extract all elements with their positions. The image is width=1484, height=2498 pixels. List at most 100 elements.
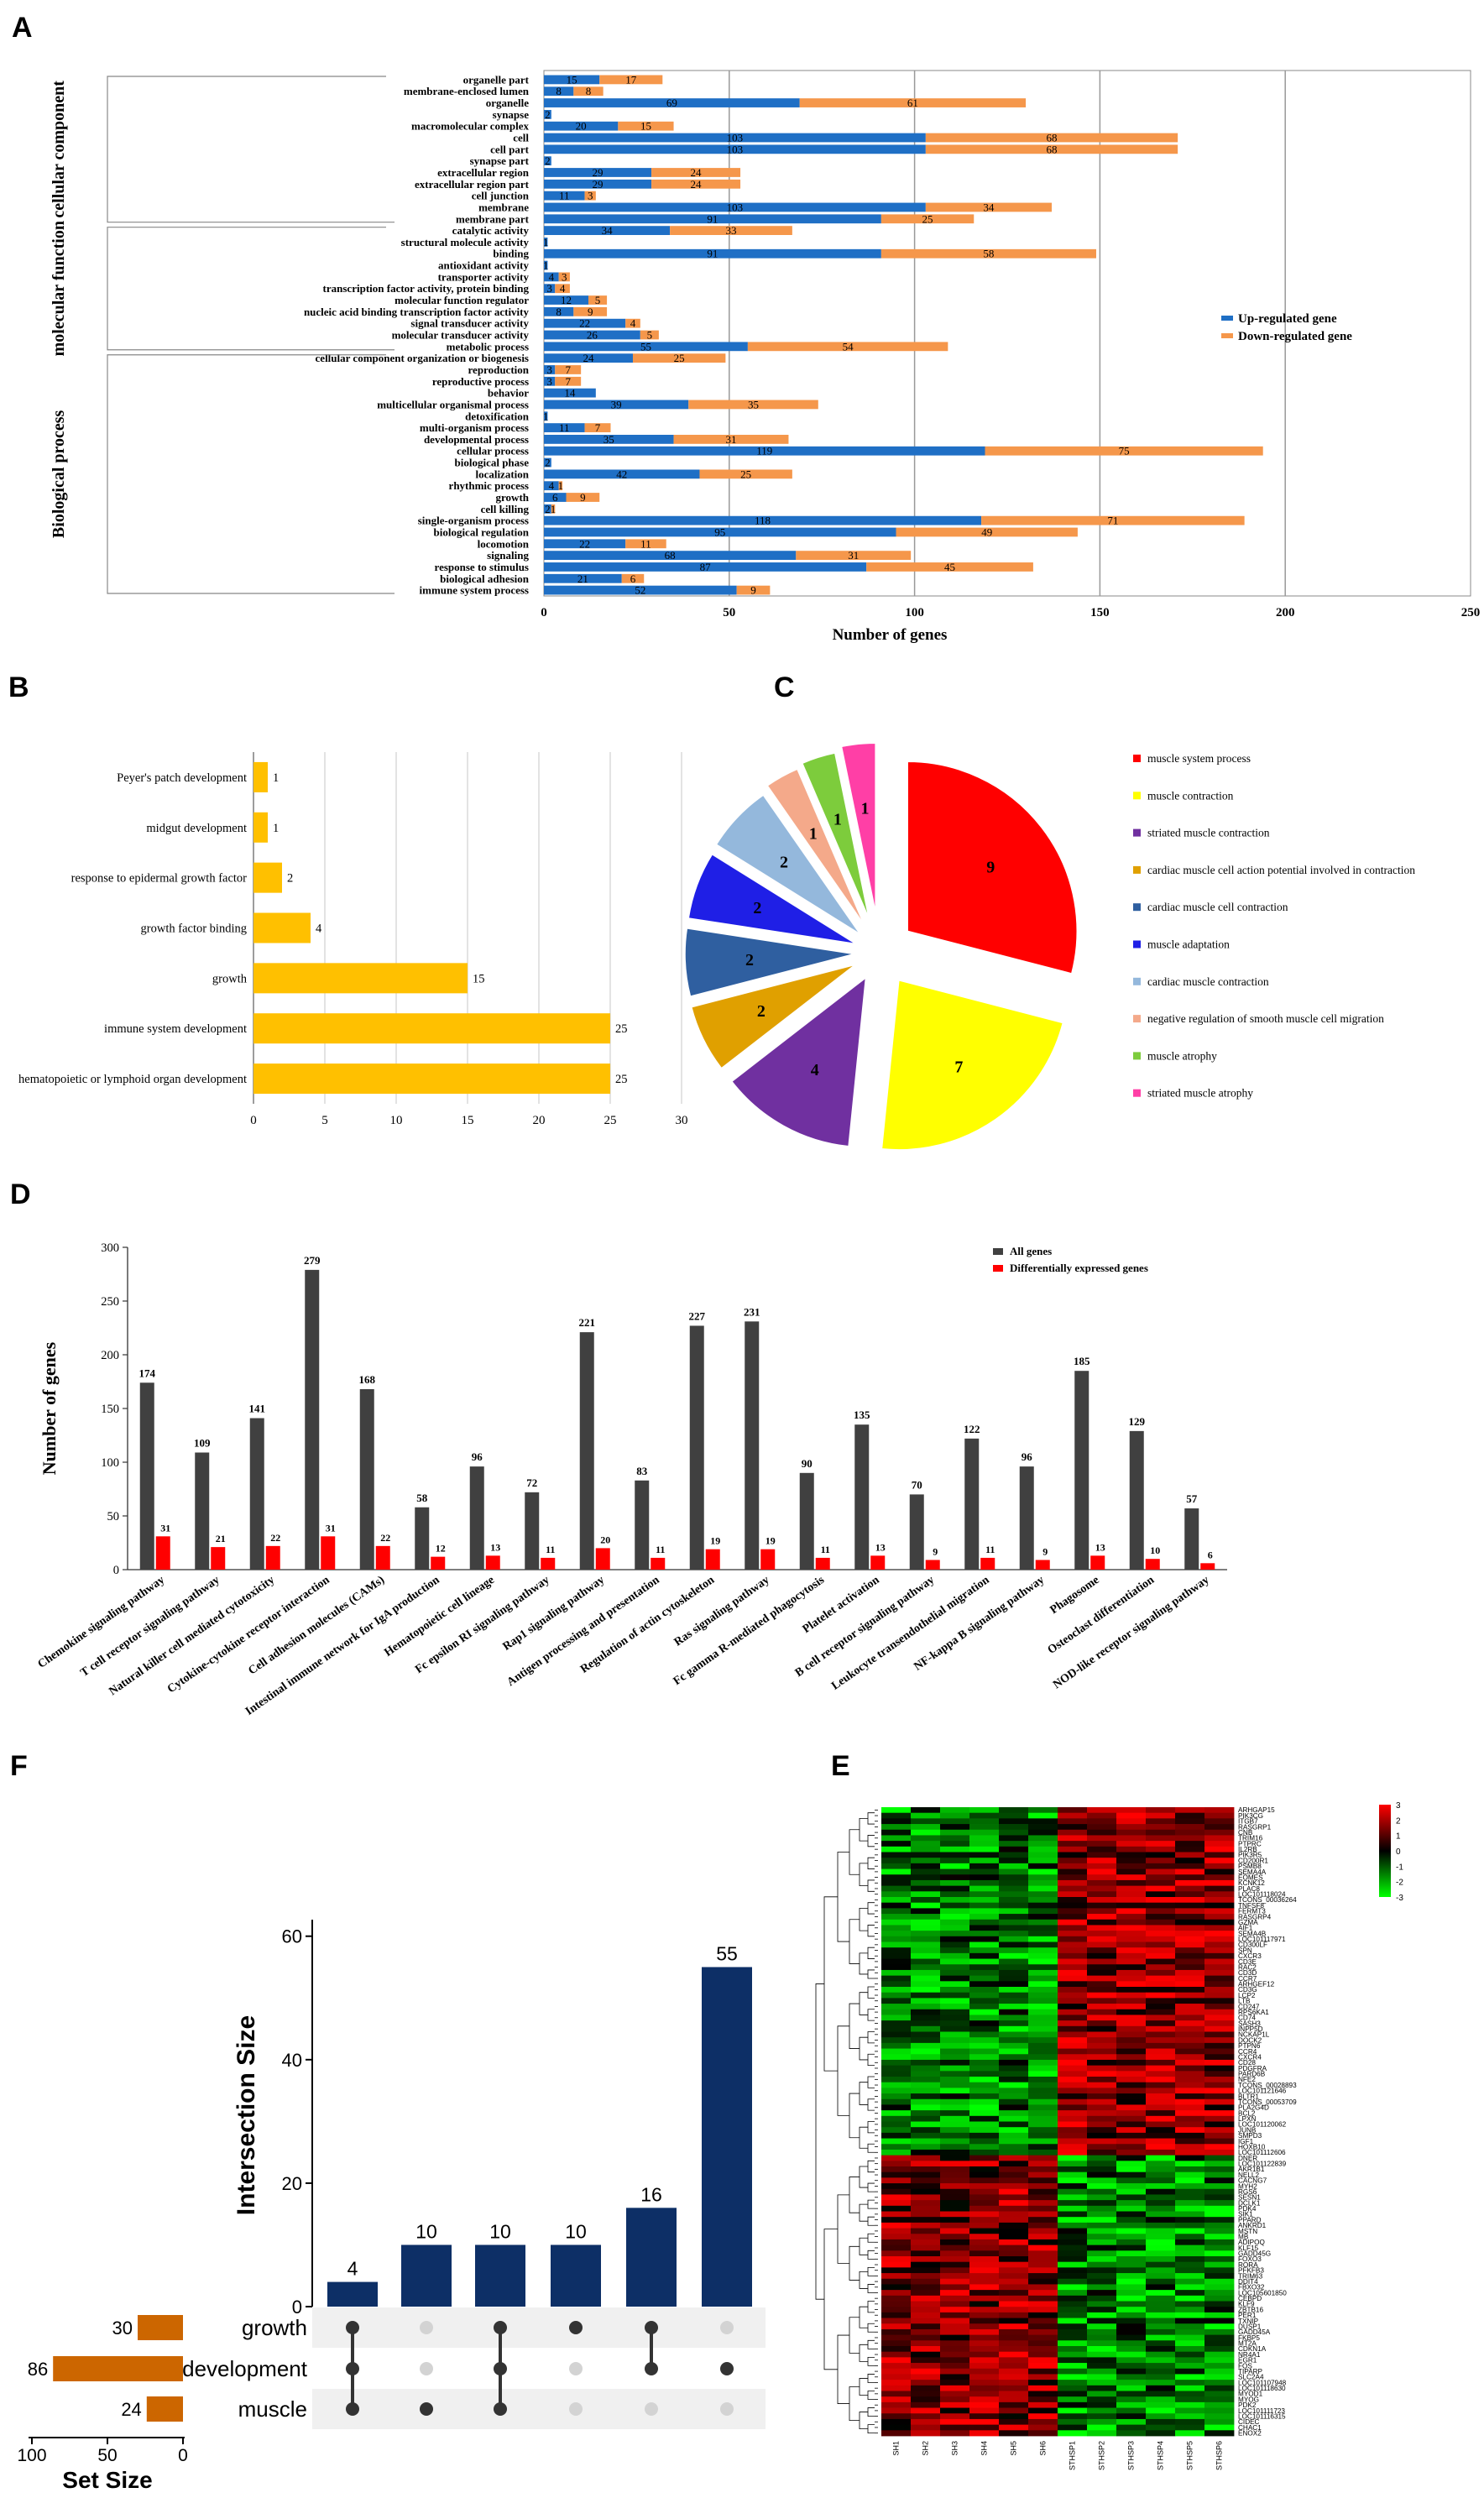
a-up-value: 34 bbox=[602, 224, 614, 237]
e-heatmap-cell bbox=[940, 1858, 970, 1864]
e-heatmap-cell bbox=[969, 2161, 1000, 2167]
e-heatmap-cell bbox=[881, 2380, 912, 2386]
e-heatmap-cell bbox=[1028, 2351, 1058, 2358]
e-heatmap-cell bbox=[969, 2166, 1000, 2173]
e-heatmap-cell bbox=[1116, 1874, 1147, 1881]
e-heatmap-cell bbox=[1058, 2200, 1088, 2207]
e-heatmap-cell bbox=[1058, 2328, 1088, 2336]
e-heatmap-cell bbox=[1116, 1925, 1147, 1931]
e-heatmap-cell bbox=[940, 2278, 970, 2285]
e-heatmap-cell bbox=[1146, 2048, 1176, 2055]
e-heatmap-cell bbox=[1058, 1824, 1088, 1831]
e-heatmap-cell bbox=[969, 1987, 1000, 1994]
e-heatmap-cell bbox=[1204, 2031, 1235, 2038]
e-heatmap-cell bbox=[1116, 2031, 1147, 2038]
a-down-value: 8 bbox=[586, 85, 592, 97]
e-gene-label: DDIT4 bbox=[1238, 2278, 1258, 2286]
e-heatmap-cell bbox=[940, 1812, 970, 1819]
e-heatmap-cell bbox=[1116, 2161, 1147, 2167]
a-up-value: 119 bbox=[756, 445, 772, 457]
e-heatmap-cell bbox=[911, 2256, 941, 2263]
e-heatmap-cell bbox=[1087, 2250, 1117, 2257]
a-bar-up bbox=[544, 248, 881, 259]
e-heatmap-cell bbox=[881, 1879, 912, 1887]
e-heatmap-cell bbox=[1058, 2077, 1088, 2083]
a-up-value: 29 bbox=[593, 166, 604, 179]
e-heatmap-cell bbox=[1175, 2048, 1205, 2055]
e-heatmap-cell bbox=[1028, 2284, 1058, 2291]
e-gene-label: LOC101118024 bbox=[1238, 1891, 1286, 1899]
e-heatmap-cell bbox=[1087, 2239, 1117, 2246]
d-bar-all-genes bbox=[469, 1466, 484, 1570]
e-heatmap-cell bbox=[999, 1841, 1029, 1847]
e-heatmap-cell bbox=[1087, 1919, 1117, 1926]
e-heatmap-cell bbox=[1058, 1818, 1088, 1825]
d-category-label: Rap1 signaling pathway bbox=[501, 1574, 608, 1654]
c-legend-swatch bbox=[1133, 755, 1141, 762]
e-heatmap-cell bbox=[1087, 2245, 1117, 2251]
e-heatmap-cell bbox=[999, 2110, 1029, 2117]
f-matrix-dot-filled bbox=[346, 2402, 359, 2416]
e-heatmap-cell bbox=[1116, 2385, 1147, 2391]
e-heatmap-cell bbox=[1204, 2025, 1235, 2032]
e-column-label: STHSP1 bbox=[1069, 2441, 1077, 2470]
e-heatmap-cell bbox=[999, 1879, 1029, 1887]
e-heatmap-cell bbox=[1116, 2413, 1147, 2420]
e-heatmap-cell bbox=[940, 2424, 970, 2431]
e-gene-label: LOC101118630 bbox=[1238, 2385, 1286, 2392]
a-up-value: 24 bbox=[583, 352, 594, 364]
e-heatmap-cell bbox=[1204, 2121, 1235, 2128]
d-value-all-genes: 122 bbox=[964, 1423, 980, 1435]
e-heatmap-cell bbox=[1058, 2234, 1088, 2240]
d-bar-deg bbox=[925, 1560, 940, 1570]
e-gene-label: TNFSF8 bbox=[1238, 1902, 1264, 1910]
e-heatmap-cell bbox=[1204, 2104, 1235, 2111]
e-heatmap-cell bbox=[911, 2418, 941, 2426]
e-heatmap-cell bbox=[969, 2312, 1000, 2318]
e-heatmap-cell bbox=[911, 2020, 941, 2027]
c-legend-swatch bbox=[1133, 828, 1141, 837]
a-bar-up bbox=[544, 365, 556, 374]
e-heatmap-cell bbox=[999, 1852, 1029, 1858]
e-heatmap-cell bbox=[1087, 2037, 1117, 2044]
e-heatmap-cell bbox=[1175, 2374, 1205, 2380]
a-up-value: 20 bbox=[576, 120, 587, 133]
e-heatmap-cell bbox=[1116, 2256, 1147, 2263]
e-heatmap-cell bbox=[1087, 1936, 1117, 1942]
e-heatmap-cell bbox=[1175, 2340, 1205, 2347]
e-heatmap-cell bbox=[1146, 1964, 1176, 1971]
a-up-value: 3 bbox=[546, 363, 552, 376]
e-heatmap-cell bbox=[911, 2088, 941, 2094]
e-heatmap-cell bbox=[1146, 2368, 1176, 2375]
e-heatmap-cell bbox=[881, 2401, 912, 2408]
e-heatmap-cell bbox=[1058, 1969, 1088, 1977]
e-heatmap-cell bbox=[1146, 2323, 1176, 2330]
e-column-label: STHSP6 bbox=[1215, 2441, 1224, 2470]
e-heatmap-cell bbox=[1146, 2059, 1176, 2067]
e-heatmap-cell bbox=[911, 1925, 941, 1931]
e-heatmap-cell bbox=[999, 2155, 1029, 2161]
e-heatmap-cell bbox=[1116, 2004, 1147, 2010]
e-heatmap-cell bbox=[1175, 2273, 1205, 2280]
e-heatmap-cell bbox=[940, 1947, 970, 1954]
e-heatmap-cell bbox=[1116, 1919, 1147, 1926]
e-dendrogram-branch bbox=[859, 2082, 868, 2105]
e-heatmap-cell bbox=[1058, 2082, 1088, 2088]
a-up-value: 14 bbox=[564, 387, 576, 400]
e-heatmap-cell bbox=[881, 1908, 912, 1915]
e-heatmap-cell bbox=[969, 2188, 1000, 2195]
e-heatmap-cell bbox=[1058, 2301, 1088, 2307]
e-gene-label: KLF15 bbox=[1238, 2245, 1259, 2252]
e-gene-label: RASGRP1 bbox=[1238, 1823, 1272, 1831]
e-heatmap-cell bbox=[911, 2059, 941, 2067]
e-heatmap-cell bbox=[1175, 2250, 1205, 2257]
e-heatmap-cell bbox=[1028, 1998, 1058, 2004]
a-x-axis-label: Number of genes bbox=[833, 626, 948, 644]
e-heatmap-cell bbox=[940, 1852, 970, 1858]
e-gene-label: LOC101111723 bbox=[1238, 2407, 1285, 2415]
e-heatmap-cell bbox=[1028, 2385, 1058, 2391]
e-heatmap-cell bbox=[1116, 2328, 1147, 2336]
e-heatmap-cell bbox=[1146, 2004, 1176, 2010]
e-heatmap-cell bbox=[940, 2217, 970, 2224]
e-heatmap-cell bbox=[911, 2082, 941, 2088]
